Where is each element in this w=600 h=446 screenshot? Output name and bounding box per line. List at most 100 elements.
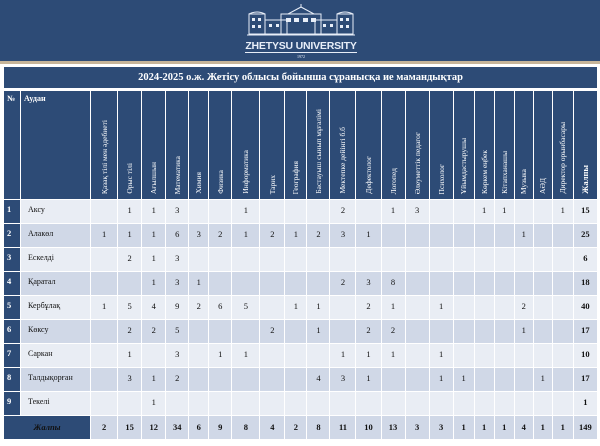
cell-value: 9 <box>165 295 190 320</box>
column-total: 149 <box>572 415 599 440</box>
cell-value <box>380 247 406 272</box>
col-header-label: Қазақ тілі мен әдебиеті <box>99 119 109 194</box>
cell-value <box>355 391 382 416</box>
cell-value: 1 <box>306 319 331 344</box>
cell-value: 1 <box>493 199 515 224</box>
cell-value: 2 <box>329 199 357 224</box>
cell-value: 1 <box>231 223 261 248</box>
cell-value <box>90 367 119 392</box>
cell-value <box>90 343 119 368</box>
cell-value <box>141 343 167 368</box>
cell-value <box>208 271 233 296</box>
row-total: 40 <box>572 295 599 320</box>
col-header: Көркем еңбек <box>473 89 495 200</box>
cell-value <box>473 367 495 392</box>
column-total: 11 <box>329 415 357 440</box>
table-row: 3 Ескелді 2 1 3 6 <box>2 247 599 272</box>
cell-value: 3 <box>404 199 430 224</box>
col-header-label: Әлеуметтік педагог <box>412 131 422 194</box>
cell-value: 2 <box>355 319 382 344</box>
column-total: 1 <box>452 415 475 440</box>
cell-value <box>90 247 119 272</box>
cell-value <box>513 199 534 224</box>
cell-value <box>90 199 119 224</box>
cell-value: 2 <box>259 319 286 344</box>
cell-value <box>493 343 515 368</box>
row-total: 25 <box>572 223 599 248</box>
cell-value <box>532 343 553 368</box>
cell-value: 8 <box>380 271 406 296</box>
cell-value <box>306 343 331 368</box>
cell-value <box>90 271 119 296</box>
cell-value <box>473 295 495 320</box>
col-header-label: Музыка <box>519 168 529 194</box>
column-total: 6 <box>188 415 210 440</box>
cell-value <box>513 247 534 272</box>
col-header: Дефектолог <box>355 89 382 200</box>
column-total: 4 <box>259 415 286 440</box>
district-name: Қаратал <box>20 271 92 296</box>
cell-value <box>452 247 475 272</box>
col-header-label: Директор орынбасары <box>558 122 568 194</box>
cell-value <box>452 199 475 224</box>
cell-value <box>284 343 308 368</box>
cell-value <box>284 391 308 416</box>
district-name: Аксу <box>20 199 92 224</box>
col-header-label: Психолог <box>436 163 446 194</box>
cell-value: 1 <box>284 223 308 248</box>
cell-value <box>284 247 308 272</box>
cell-value <box>284 367 308 392</box>
col-header-label: Орыс тілі <box>125 163 135 194</box>
col-header: География <box>284 89 308 200</box>
cell-value <box>231 247 261 272</box>
cell-value: 2 <box>259 223 286 248</box>
row-total: 1 <box>572 391 599 416</box>
cell-value <box>551 319 574 344</box>
row-number: 2 <box>2 223 22 248</box>
cell-value <box>284 271 308 296</box>
col-header: Математика <box>165 89 190 200</box>
cell-value <box>551 343 574 368</box>
cell-value <box>355 247 382 272</box>
col-header: Физика <box>208 89 233 200</box>
cell-value: 1 <box>380 295 406 320</box>
cell-value: 1 <box>117 199 143 224</box>
row-total: 15 <box>572 199 599 224</box>
col-header-label: АӘД <box>538 178 548 194</box>
col-header-label: География <box>291 160 301 194</box>
cell-value: 1 <box>90 223 119 248</box>
cell-value <box>551 247 574 272</box>
col-header: Психолог <box>428 89 454 200</box>
cell-value: 5 <box>165 319 190 344</box>
cell-value: 2 <box>117 247 143 272</box>
column-total: 12 <box>141 415 167 440</box>
col-header-label: Тарих <box>267 174 277 194</box>
col-header-district: Аудан <box>20 89 92 200</box>
col-header-label: Информатика <box>241 150 251 194</box>
col-header-label: Кітапханашы <box>499 151 509 194</box>
cell-value <box>493 319 515 344</box>
cell-value: 3 <box>165 199 190 224</box>
cell-value <box>532 247 553 272</box>
cell-value: 1 <box>380 199 406 224</box>
cell-value: 3 <box>165 247 190 272</box>
cell-value: 1 <box>141 223 167 248</box>
cell-value <box>428 271 454 296</box>
col-header: Орыс тілі <box>117 89 143 200</box>
cell-value <box>284 199 308 224</box>
column-total: 8 <box>306 415 331 440</box>
cell-value <box>473 271 495 296</box>
cell-value <box>259 295 286 320</box>
row-total: 17 <box>572 367 599 392</box>
cell-value: 5 <box>231 295 261 320</box>
header-row: № Аудан Қазақ тілі мен әдебиеті Орыс тілі… <box>2 89 599 200</box>
row-number: 7 <box>2 343 22 368</box>
cell-value: 1 <box>380 343 406 368</box>
column-total: 3 <box>428 415 454 440</box>
cell-value: 2 <box>306 223 331 248</box>
cell-value: 1 <box>231 343 261 368</box>
col-header: Кітапханашы <box>493 89 515 200</box>
table-row: 5 Кербұлақ 1 5 4 9 2 6 5 1 1 2 1 1 2 40 <box>2 295 599 320</box>
cell-value: 1 <box>90 295 119 320</box>
cell-value <box>452 391 475 416</box>
